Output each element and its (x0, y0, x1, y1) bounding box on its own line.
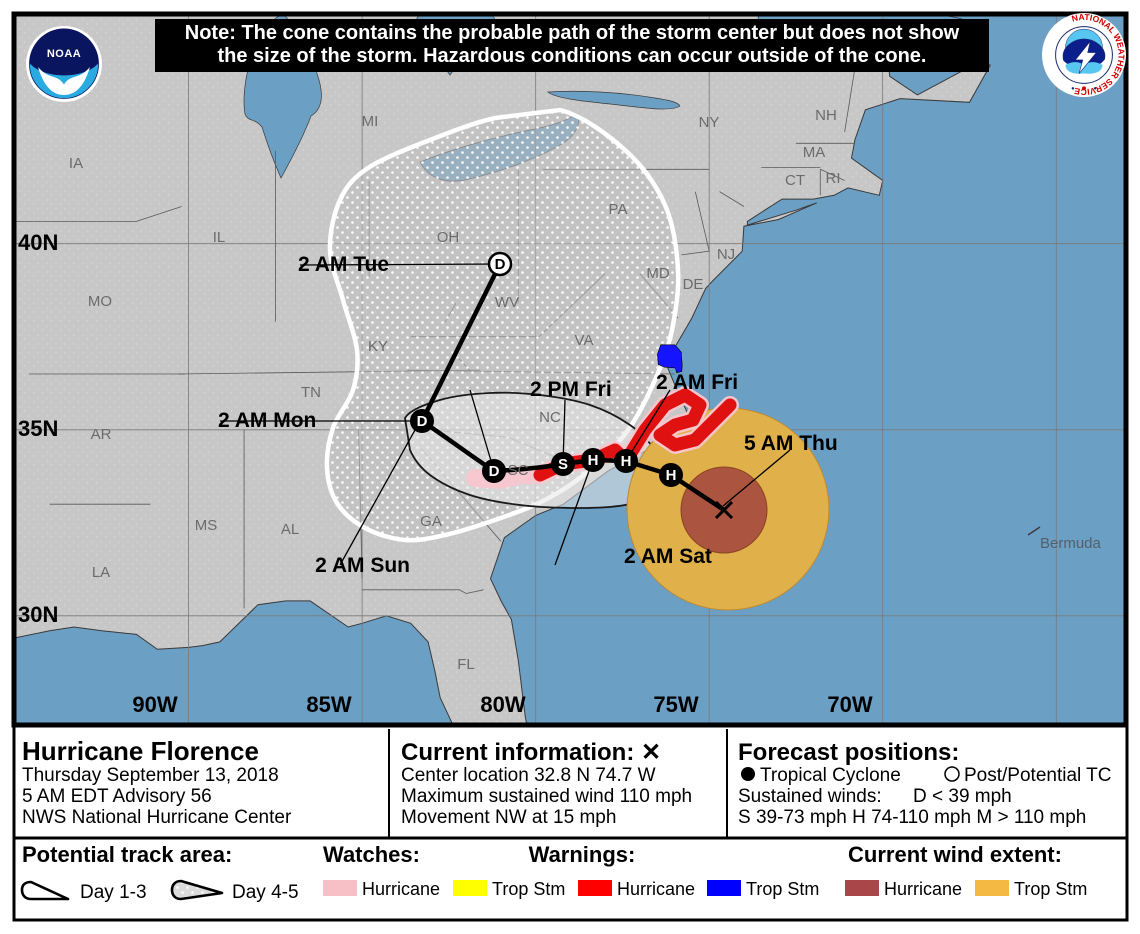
svg-text:H: H (666, 467, 677, 484)
svg-text:GA: GA (420, 513, 442, 530)
svg-text:Hurricane Florence: Hurricane Florence (22, 736, 259, 766)
svg-text:Tropical Cyclone: Tropical Cyclone (760, 765, 901, 786)
svg-text:2 AM Fri: 2 AM Fri (656, 371, 738, 394)
svg-text:Watches:: Watches: (323, 842, 420, 867)
svg-text:Movement NW at 15 mph: Movement NW at 15 mph (401, 807, 616, 828)
svg-text:2 AM Sun: 2 AM Sun (315, 554, 410, 577)
svg-text:D: D (489, 463, 500, 480)
svg-text:PA: PA (609, 201, 628, 218)
svg-text:Trop Stm: Trop Stm (492, 879, 565, 899)
svg-text:Hurricane: Hurricane (362, 879, 440, 899)
svg-text:D: D (495, 256, 506, 273)
svg-text:MI: MI (362, 113, 379, 130)
svg-text:35N: 35N (18, 416, 58, 441)
svg-text:Thursday September 13, 2018: Thursday September 13, 2018 (22, 765, 279, 786)
svg-text:LA: LA (92, 564, 110, 581)
svg-text:NH: NH (815, 107, 837, 124)
svg-text:D < 39 mph: D < 39 mph (913, 786, 1012, 807)
svg-text:Sustained winds:: Sustained winds: (738, 786, 882, 807)
svg-text:5 AM EDT Advisory 56: 5 AM EDT Advisory 56 (22, 786, 212, 807)
svg-text:FL: FL (457, 656, 475, 673)
svg-text:H: H (621, 453, 632, 470)
svg-text:the size of the storm. Hazardo: the size of the storm. Hazardous conditi… (218, 45, 927, 67)
svg-text:SC: SC (508, 462, 529, 479)
svg-text:D: D (417, 413, 428, 430)
svg-text:NJ: NJ (717, 246, 735, 263)
svg-text:Warnings:: Warnings: (529, 842, 636, 867)
svg-text:Note: The cone contains the pr: Note: The cone contains the probable pat… (185, 22, 960, 44)
svg-text:MO: MO (88, 293, 112, 310)
svg-text:Potential track area:: Potential track area: (22, 842, 232, 867)
svg-text:WV: WV (495, 294, 519, 311)
svg-text:OH: OH (437, 229, 460, 246)
svg-text:Day 1-3: Day 1-3 (80, 882, 147, 903)
svg-text:H: H (588, 452, 599, 469)
svg-text:Day 4-5: Day 4-5 (232, 882, 299, 903)
svg-text:Center location 32.8 N 74.7 W: Center location 32.8 N 74.7 W (401, 765, 656, 786)
svg-text:2 PM Fri: 2 PM Fri (530, 378, 612, 401)
svg-text:Maximum sustained wind 110 mph: Maximum sustained wind 110 mph (401, 786, 692, 807)
svg-text:40N: 40N (18, 230, 58, 255)
svg-text:Forecast positions:: Forecast positions: (738, 739, 959, 766)
svg-text:MS: MS (195, 517, 218, 534)
svg-text:Bermuda: Bermuda (1040, 535, 1102, 552)
svg-text:DE: DE (683, 276, 704, 293)
svg-text:Trop Stm: Trop Stm (746, 879, 819, 899)
svg-text:AR: AR (91, 426, 112, 443)
svg-text:MD: MD (646, 265, 669, 282)
svg-text:90W: 90W (132, 692, 177, 717)
svg-text:CT: CT (785, 172, 805, 189)
svg-text:80W: 80W (480, 692, 525, 717)
svg-text:Hurricane: Hurricane (884, 879, 962, 899)
svg-text:RI: RI (826, 170, 841, 187)
svg-text:IA: IA (69, 155, 83, 172)
svg-text:5 AM Thu: 5 AM Thu (744, 432, 838, 455)
svg-text:30N: 30N (18, 602, 58, 627)
svg-text:Hurricane: Hurricane (617, 879, 695, 899)
svg-text:NOAA: NOAA (47, 48, 81, 60)
svg-text:IL: IL (213, 229, 226, 246)
svg-text:70W: 70W (827, 692, 872, 717)
svg-text:2 AM Tue: 2 AM Tue (298, 253, 389, 276)
svg-text:NWS National Hurricane Center: NWS National Hurricane Center (22, 807, 292, 828)
svg-text:75W: 75W (653, 692, 698, 717)
svg-text:NY: NY (699, 114, 720, 131)
svg-text:Trop Stm: Trop Stm (1014, 879, 1087, 899)
svg-text:NC: NC (539, 409, 561, 426)
svg-text:KY: KY (368, 338, 388, 355)
svg-text:Current information: ✕: Current information: ✕ (401, 739, 661, 766)
svg-text:S: S (558, 456, 568, 473)
svg-text:MA: MA (803, 144, 826, 161)
svg-text:AL: AL (281, 521, 299, 538)
svg-text:2 AM Mon: 2 AM Mon (218, 409, 316, 432)
svg-text:Post/Potential TC: Post/Potential TC (964, 765, 1112, 786)
svg-text:Current wind extent:: Current wind extent: (848, 842, 1062, 867)
svg-text:85W: 85W (306, 692, 351, 717)
svg-text:2 AM Sat: 2 AM Sat (624, 545, 712, 568)
svg-text:VA: VA (575, 332, 594, 349)
svg-text:TN: TN (301, 384, 321, 401)
svg-text:S 39-73 mph H 74-110 mph M >: S 39-73 mph H 74-110 mph M > 110 mph (738, 807, 1086, 828)
